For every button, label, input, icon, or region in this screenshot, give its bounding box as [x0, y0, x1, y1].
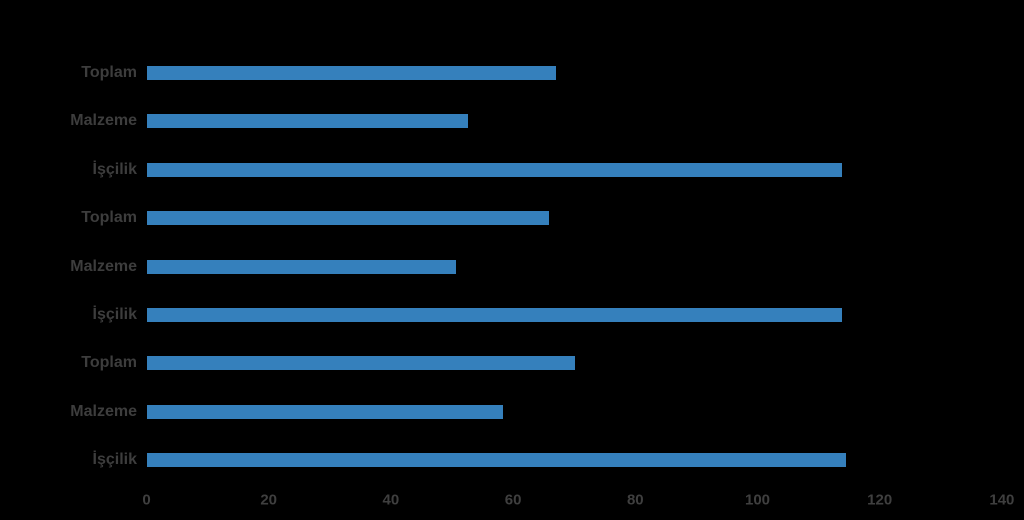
- x-tick-label: 20: [260, 491, 278, 509]
- x-tick-label: 140: [989, 491, 1015, 509]
- bar: [146, 114, 468, 129]
- category-label: Malzeme: [70, 402, 137, 420]
- bar: [146, 404, 503, 419]
- x-tick-label: 0: [142, 491, 151, 509]
- category-label: Malzeme: [70, 257, 137, 275]
- bar: [146, 259, 457, 274]
- category-label: Toplam: [81, 209, 137, 227]
- bar: [146, 356, 576, 371]
- category-label: Malzeme: [70, 112, 137, 130]
- category-label: Toplam: [81, 354, 137, 372]
- x-tick-label: 120: [867, 491, 893, 509]
- category-label: İşçilik: [92, 306, 137, 323]
- category-label: İşçilik: [92, 451, 137, 469]
- x-tick-label: 40: [382, 491, 400, 509]
- bar: [146, 308, 843, 322]
- x-tick-label: 80: [626, 491, 644, 509]
- category-label: İşçilik: [92, 160, 137, 178]
- bar: [146, 162, 843, 177]
- category-label: Toplam: [81, 64, 137, 81]
- x-tick-label: 100: [744, 491, 771, 509]
- x-tick-label: 60: [504, 491, 522, 509]
- bar: [146, 211, 550, 226]
- bar: [146, 66, 556, 80]
- bar: [146, 453, 847, 468]
